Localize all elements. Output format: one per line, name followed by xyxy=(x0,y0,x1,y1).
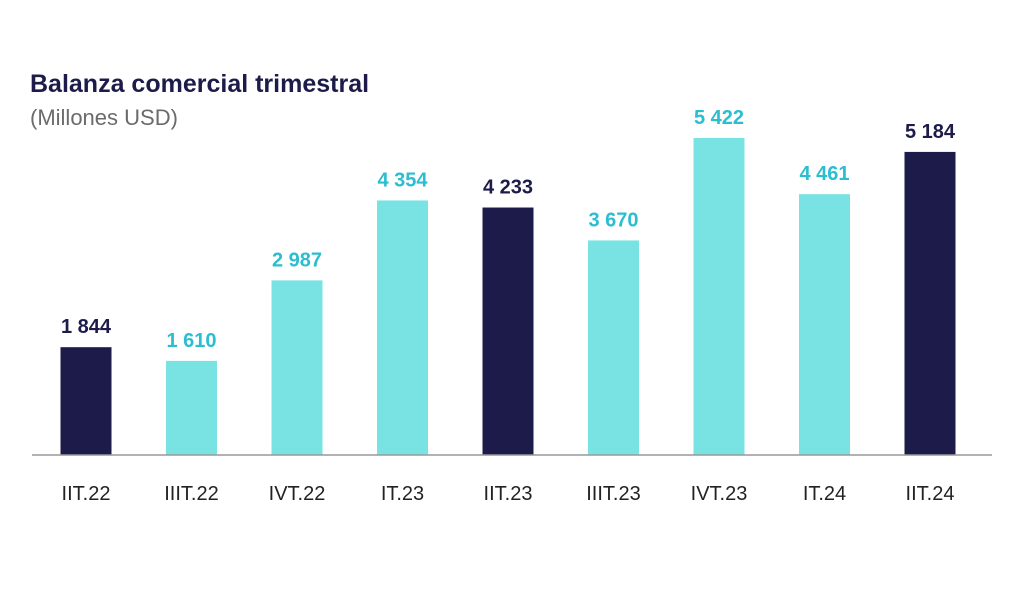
bar-ivt-22 xyxy=(271,280,323,455)
tick-label-iiit-22: IIIT.22 xyxy=(164,483,218,505)
value-label-iit-24: 5 184 xyxy=(905,121,956,143)
value-label-ivt-23: 5 422 xyxy=(694,107,744,129)
value-label-ivt-22: 2 987 xyxy=(272,249,322,271)
tick-label-iiit-23: IIIT.23 xyxy=(586,483,640,505)
chart-title: Balanza comercial trimestral xyxy=(30,70,370,98)
bar-it-24 xyxy=(799,194,850,455)
tick-label-it-24: IT.24 xyxy=(803,483,846,505)
x-tick-labels-group: IIT.22 IIIT.22 IVT.22 IT.23 IIT.23 IIIT.23 IVT… xyxy=(62,483,955,505)
bars-group xyxy=(60,138,956,455)
value-label-it-24: 4 461 xyxy=(799,163,849,185)
value-label-iiit-23: 3 670 xyxy=(588,209,638,231)
chart-subtitle: (Millones USD) xyxy=(30,105,178,130)
tick-label-it-23: IT.23 xyxy=(381,483,424,505)
bar-iit-22 xyxy=(60,347,112,455)
value-labels-group: 1 844 1 610 2 987 4 354 4 233 3 670 5 422 4 461… xyxy=(61,107,956,352)
tick-label-ivt-22: IVT.22 xyxy=(269,483,326,505)
bar-iit-24 xyxy=(904,151,956,455)
tick-label-iit-24: IIT.24 xyxy=(906,483,955,505)
value-label-iiit-22: 1 610 xyxy=(166,330,216,352)
bar-iit-23 xyxy=(482,207,534,455)
bar-iiit-23 xyxy=(588,240,639,455)
bar-iiit-22 xyxy=(166,360,217,455)
bar-ivt-23 xyxy=(693,138,745,455)
value-label-iit-23: 4 233 xyxy=(483,177,533,199)
value-label-it-23: 4 354 xyxy=(377,169,428,191)
tick-label-ivt-23: IVT.23 xyxy=(691,483,748,505)
bar-it-23 xyxy=(377,200,428,455)
tick-label-iit-23: IIT.23 xyxy=(484,483,533,505)
value-label-iit-22: 1 844 xyxy=(61,316,112,338)
tick-label-iit-22: IIT.22 xyxy=(62,483,111,505)
